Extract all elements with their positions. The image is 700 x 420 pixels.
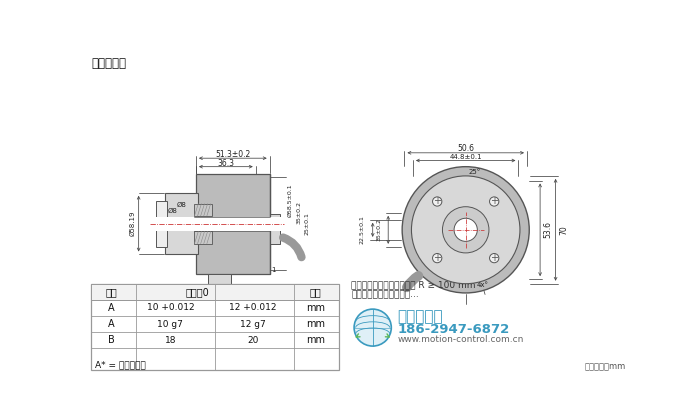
Circle shape <box>454 218 477 241</box>
Text: 單位: 單位 <box>309 287 321 297</box>
Text: 25°: 25° <box>469 169 481 175</box>
Bar <box>92 284 340 300</box>
Text: 1: 1 <box>272 267 276 273</box>
Text: 10 +0.012: 10 +0.012 <box>146 304 194 312</box>
Text: 36.3: 36.3 <box>217 159 234 168</box>
Circle shape <box>489 197 499 206</box>
Text: 尺寸單位：mm: 尺寸單位：mm <box>585 362 626 371</box>
Bar <box>208 274 231 288</box>
Text: 12 g7: 12 g7 <box>239 320 265 328</box>
Text: www.motion-control.com.cn: www.motion-control.com.cn <box>398 336 524 344</box>
Text: B: B <box>108 335 115 345</box>
Text: 20: 20 <box>247 336 258 345</box>
Text: A: A <box>108 319 115 329</box>
Text: 70: 70 <box>559 225 568 235</box>
Text: 44.8±0.1: 44.8±0.1 <box>449 155 482 160</box>
Text: 西安德伍拓: 西安德伍拓 <box>398 309 443 324</box>
Text: Ø8: Ø8 <box>168 208 178 214</box>
Circle shape <box>489 254 499 263</box>
Text: 固定安裝時電纜彎曲半徑...: 固定安裝時電纜彎曲半徑... <box>351 291 419 300</box>
Circle shape <box>433 197 442 206</box>
Bar <box>195 204 211 216</box>
Text: Ø58.5±0.1: Ø58.5±0.1 <box>287 184 293 218</box>
Text: 尺寸: 尺寸 <box>106 287 118 297</box>
Text: 51.3±0.2: 51.3±0.2 <box>215 150 251 159</box>
Bar <box>195 231 211 244</box>
Bar <box>153 217 281 231</box>
Circle shape <box>433 254 442 263</box>
Text: 10 g7: 10 g7 <box>158 320 183 328</box>
Text: 通孔空心軸: 通孔空心軸 <box>92 57 127 70</box>
Text: +: + <box>433 253 441 263</box>
Text: 35±0.2: 35±0.2 <box>297 201 302 223</box>
Text: A: A <box>108 303 115 313</box>
Text: 53.6: 53.6 <box>543 221 552 238</box>
Text: 22.5±0.1: 22.5±0.1 <box>359 215 365 244</box>
Bar <box>165 193 197 255</box>
FancyArrowPatch shape <box>386 334 389 337</box>
Bar <box>270 214 281 244</box>
Text: mm: mm <box>306 335 325 345</box>
Text: mm: mm <box>306 319 325 329</box>
Circle shape <box>412 176 520 284</box>
Text: +: + <box>433 197 441 207</box>
Text: 50.6: 50.6 <box>457 144 474 153</box>
Text: +: + <box>490 253 498 263</box>
Bar <box>92 284 340 370</box>
Bar <box>196 173 270 274</box>
Text: 彈性安裝時的電纜彎曲半徑 R ≥ 100 mm: 彈性安裝時的電纜彎曲半徑 R ≥ 100 mm <box>351 281 475 290</box>
Circle shape <box>354 309 391 346</box>
Text: 12 +0.012: 12 +0.012 <box>229 304 276 312</box>
Text: 4x°: 4x° <box>477 282 489 288</box>
Circle shape <box>442 207 489 253</box>
Text: +: + <box>490 197 498 207</box>
Text: Ø58.19: Ø58.19 <box>130 211 135 236</box>
Circle shape <box>402 167 529 293</box>
Text: Ø8: Ø8 <box>177 202 187 207</box>
Text: 25±0.1: 25±0.1 <box>304 212 309 235</box>
Text: mm: mm <box>306 303 325 313</box>
Text: 空心軸0: 空心軸0 <box>186 287 209 297</box>
FancyArrowPatch shape <box>356 334 360 337</box>
Text: 10.5: 10.5 <box>211 289 228 297</box>
Text: 35±0.2: 35±0.2 <box>377 218 382 241</box>
Text: 18: 18 <box>164 336 176 345</box>
Text: A* = 連接軸直徑: A* = 連接軸直徑 <box>95 360 146 369</box>
Bar <box>155 200 167 247</box>
Text: 186-2947-6872: 186-2947-6872 <box>398 323 510 336</box>
